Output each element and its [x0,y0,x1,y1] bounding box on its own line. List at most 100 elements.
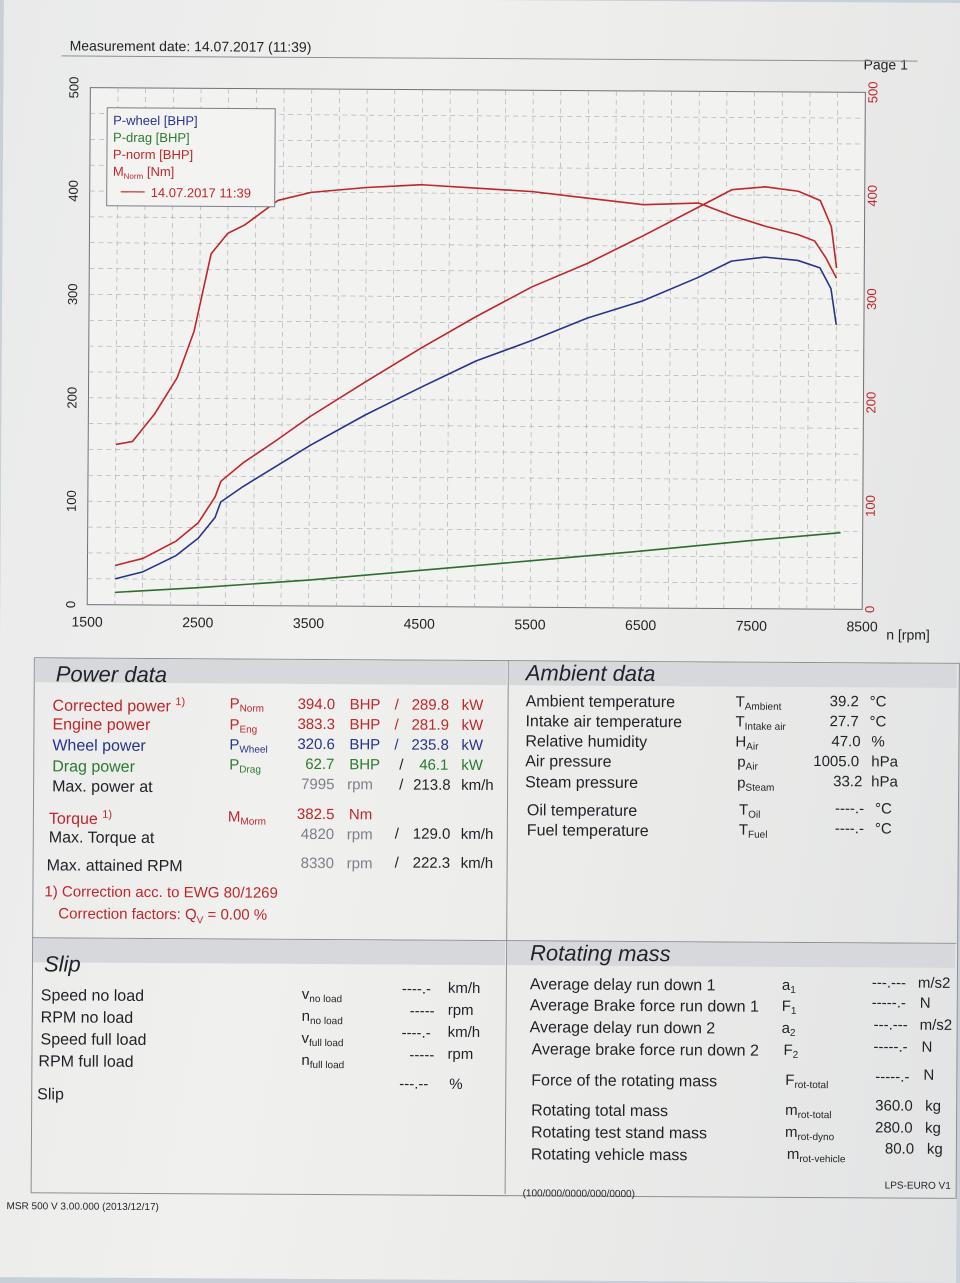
power-row-symbol: PDrag [229,756,261,775]
slip-row-unit: km/h [448,1024,481,1041]
ambient-row-unit: hPa [871,773,898,790]
slip-row-unit: km/h [448,980,481,997]
power-row-unit: BHP [349,736,380,753]
rotmass-row-unit: N [920,995,931,1012]
ambient-row-symbol: pAir [737,754,758,773]
footer-brand: LPS-EURO V1 [885,1180,951,1191]
power-row-sep: / [394,736,398,753]
torque-unit: Nm [349,806,372,823]
max-rpm-label: Max. attained RPM [47,857,183,876]
correction-factors: Correction factors: QV = 0.00 % [58,905,267,926]
x-tick-label: 1500 [71,614,102,630]
slip-row-value: ----.- [402,1025,431,1042]
power-row-symbol: PNorm [230,695,265,714]
max-torque-rpm: 4820 [301,826,334,843]
slip-row-value: ----- [410,1003,435,1020]
x-axis-label: n [rpm] [886,626,930,642]
slip-titlebar [33,938,505,965]
ambient-row-symbol: TOil [739,802,761,821]
x-tick-label: 6500 [625,617,656,633]
rotmass-row-symbol: mrot-total [785,1102,832,1121]
torque-value: 382.5 [297,806,335,823]
rotmass-row-label: Average brake force run down 2 [531,1041,759,1060]
power-row-unit: rpm [347,776,373,793]
slip-row-value: ----.- [402,981,431,998]
slip-row-label: Speed no load [41,987,144,1006]
legend-entry: MNorm [Nm] [113,164,175,181]
ambient-row-symbol: HAir [735,734,758,753]
y-right-tick-label: 500 [865,81,880,103]
y-left-tick-label: 200 [64,387,79,409]
slip-row-symbol: nno load [302,1008,343,1027]
power-row-unit: BHP [349,756,380,773]
ambient-row-unit: °C [869,713,886,730]
rotmass-row-unit: kg [927,1141,943,1158]
power-row-value: 394.0 [298,696,336,713]
power-row-value2: 235.8 [411,737,449,754]
max-torque-speed-unit: km/h [461,826,494,843]
rotmass-row-label: Rotating total mass [531,1102,668,1121]
power-data-title: Power data [56,661,167,688]
x-tick-label: 4500 [404,616,435,632]
ambient-row-unit: °C [875,820,892,837]
rotmass-row-unit: N [921,1039,932,1056]
power-row-value2: 289.8 [412,697,450,714]
x-tick-label: 5500 [514,616,545,632]
max-torque-label: Max. Torque at [49,829,155,848]
ambient-row-symbol: TFuel [739,822,768,841]
ambient-row-value: 47.0 [831,733,860,750]
slip-row-label: Slip [37,1086,64,1104]
y-right-tick-label: 100 [863,495,878,517]
power-row-unit2: kW [462,697,484,714]
rotmass-row-label: Force of the rotating mass [531,1072,717,1091]
slip-row-label: Speed full load [40,1031,146,1050]
power-row-value2: 213.8 [413,777,451,794]
y-left-tick-label: 100 [64,490,79,512]
x-tick-label: 2500 [182,614,213,630]
rotmass-row-label: Average Brake force run down 1 [530,997,759,1016]
ambient-row-label: Intake air temperature [525,713,682,732]
ambient-row-label: Relative humidity [525,733,647,752]
rotmass-row-label: Rotating vehicle mass [531,1146,688,1165]
power-row-value2: 281.9 [411,717,449,734]
max-torque-speed: 129.0 [413,826,451,843]
rotmass-row-value: 80.0 [885,1140,914,1157]
rotating-mass-title: Rotating mass [530,940,671,967]
rotmass-row-value: -----.- [873,1038,907,1055]
y-right-tick-label: 300 [864,288,879,310]
footer-code: (100/000/0000/000/0000) [523,1188,635,1200]
ambient-row-unit: °C [870,693,887,710]
power-row-value2: 46.1 [419,757,448,774]
power-row-label: Wheel power [52,737,145,756]
y-right-tick-label: 400 [865,185,880,207]
power-row-unit: BHP [349,716,380,733]
power-row-symbol: PWheel [229,736,267,755]
ambient-row-value: ----.- [835,800,864,817]
rotmass-row-unit: kg [925,1120,941,1137]
legend-entry: P-drag [BHP] [113,130,190,145]
footer-version: MSR 500 V 3.00.000 (2013/12/17) [6,1201,158,1213]
max-rpm-speed: 222.3 [413,855,451,872]
legend-entry: P-wheel [BHP] [113,113,198,129]
ambient-row-label: Ambient temperature [526,693,676,712]
rotmass-row-unit: m/s2 [920,1017,953,1034]
slip-row-unit: % [449,1076,462,1093]
rotmass-row-symbol: mrot-dyno [785,1124,834,1143]
ambient-row-value: 39.2 [830,693,859,710]
rotmass-row-value: ---.--- [874,1016,908,1033]
rotmass-row-unit: m/s2 [918,975,951,992]
rotmass-row-label: Rotating test stand mass [531,1124,707,1143]
y-right-tick-label: 200 [863,392,878,414]
x-tick-label: 8500 [846,618,877,634]
ambient-row-value: 1005.0 [813,753,859,770]
power-row-unit2: kW [461,717,483,734]
power-row-symbol: PEng [229,716,257,735]
y-left-tick-label: 0 [63,601,78,608]
ambient-row-symbol: TAmbient [736,694,782,713]
rotmass-row-symbol: Frot-total [785,1072,828,1091]
power-row-value: 320.6 [297,736,335,753]
slip-row-symbol: nfull load [301,1052,344,1071]
power-row-sep: / [395,696,399,713]
slip-title: Slip [44,951,81,977]
